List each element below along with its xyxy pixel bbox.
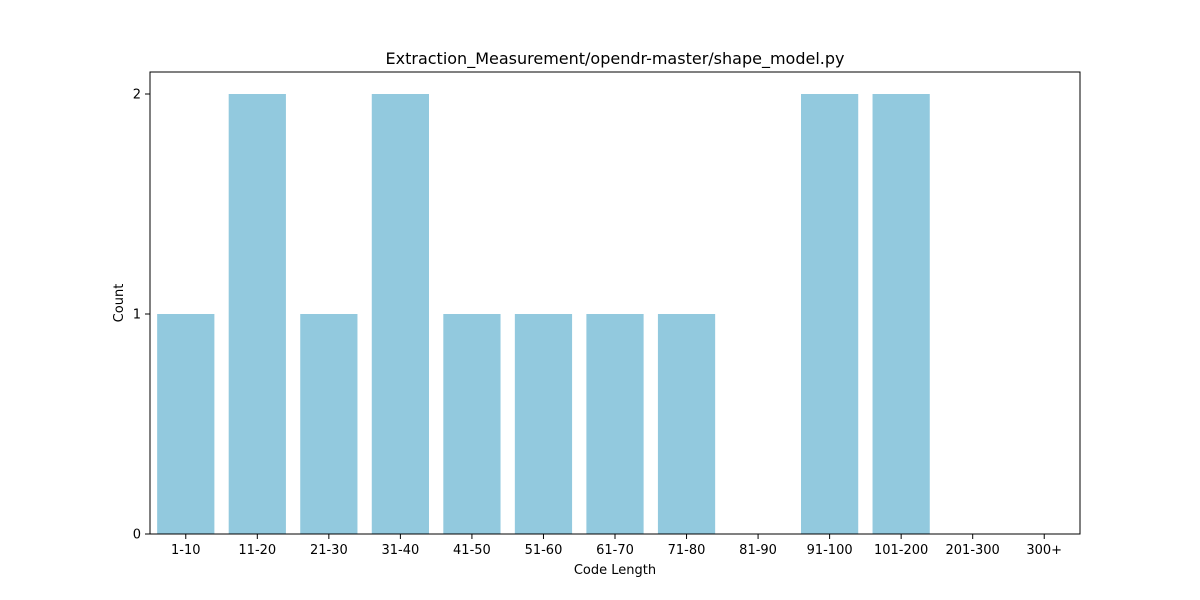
bar-11-20 [228,94,286,534]
bar-71-80 [657,314,716,534]
y-axis: 0 1 2 [133,88,150,543]
x-tick-label: 51-60 [525,543,563,558]
x-tick-label: 81-90 [739,543,777,558]
x-axis-label: Code Length [574,563,656,578]
bar-1-10 [157,314,215,534]
bar-51-60 [514,314,573,534]
x-tick-label: 31-40 [381,543,419,558]
chart-title: Extraction_Measurement/opendr-master/sha… [386,49,845,69]
y-tick-label: 2 [133,88,141,103]
y-axis-label: Count [112,284,127,323]
x-tick-label: 300+ [1026,543,1062,558]
x-tick-label: 1-10 [171,543,201,558]
bar-61-70 [586,314,644,534]
x-tick-label: 101-200 [874,543,928,558]
bar-31-40 [371,94,429,534]
x-tick-label: 21-30 [310,543,348,558]
x-tick-label: 11-20 [238,543,276,558]
bar-101-200 [872,94,930,534]
x-tick-label: 201-300 [946,543,1000,558]
bar-41-50 [443,314,501,534]
x-tick-label: 71-80 [668,543,706,558]
x-tick-label: 41-50 [453,543,491,558]
bar-21-30 [300,314,358,534]
x-tick-label: 61-70 [596,543,634,558]
y-tick-label: 0 [133,528,141,543]
bars [157,94,930,534]
y-tick-label: 1 [133,308,141,323]
bar-91-100 [801,94,859,534]
x-tick-label: 91-100 [807,543,853,558]
x-axis: 1-10 11-20 21-30 31-40 41-50 51-60 61-70 71-80 8… [171,534,1062,558]
